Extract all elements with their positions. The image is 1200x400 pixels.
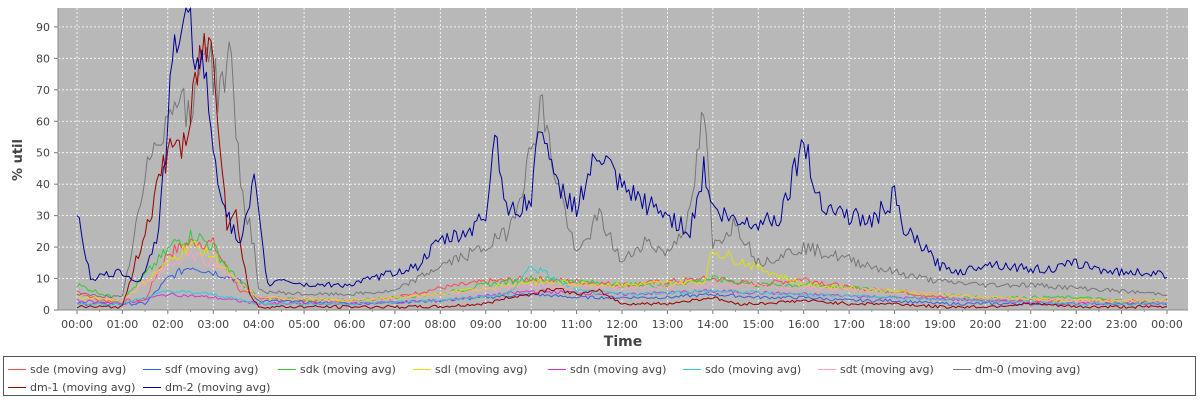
- y-tick-label: 40: [36, 178, 50, 191]
- legend-label: dm-0 (moving avg): [975, 362, 1081, 376]
- y-tick-label: 50: [36, 147, 50, 160]
- y-tick-label: 20: [36, 241, 50, 254]
- legend-entry-sde: sde (moving avg): [8, 360, 143, 378]
- y-tick-label: 10: [36, 273, 50, 286]
- grid: [58, 8, 1188, 311]
- x-tick-label: 17:00: [833, 318, 865, 331]
- legend-entry-sdk: sdk (moving avg): [278, 360, 413, 378]
- legend-swatch: [8, 368, 26, 370]
- legend-label: sdt (moving avg): [840, 362, 934, 376]
- legend-label: sdo (moving avg): [705, 362, 802, 376]
- y-tick-label: 60: [36, 115, 50, 128]
- y-tick-label: 80: [36, 52, 50, 65]
- legend-swatch: [278, 368, 296, 370]
- line-chart: 0 10 20 30 40 50 60 70 80 90 00:00 01:00 02:00 03:00 0…: [11, 7, 1188, 350]
- legend-entry-dm-0: dm-0 (moving avg): [953, 360, 1088, 378]
- x-tick-label: 10:00: [515, 318, 547, 331]
- legend-entry-sdn: sdn (moving avg): [548, 360, 683, 378]
- series-line-sdf: [76, 267, 1168, 306]
- series-line-sdo: [76, 265, 1168, 306]
- legend-swatch: [143, 386, 161, 388]
- series-line-dm-1: [76, 32, 1168, 309]
- legend-swatch: [548, 368, 566, 370]
- x-tick-label: 04:00: [243, 318, 275, 331]
- legend-swatch: [143, 368, 161, 370]
- y-tick-label: 90: [36, 21, 50, 34]
- legend-entry-sdo: sdo (moving avg): [683, 360, 818, 378]
- legend-label: dm-1 (moving avg): [30, 380, 136, 394]
- legend-entry-sdl: sdl (moving avg): [413, 360, 548, 378]
- x-tick-label: 00:00: [61, 318, 93, 331]
- series-line-dm-2: [76, 7, 1168, 288]
- x-tick-label: 16:00: [788, 318, 820, 331]
- y-tick-label: 0: [43, 304, 50, 317]
- legend-label: sde (moving avg): [30, 362, 127, 376]
- x-tick-label: 11:00: [561, 318, 593, 331]
- x-tick-label: 08:00: [424, 318, 456, 331]
- series-line-sdt: [76, 249, 1168, 303]
- axes: 0 10 20 30 40 50 60 70 80 90 00:00 01:00 02:00 03:00 0…: [36, 8, 1188, 331]
- x-tick-label: 03:00: [197, 318, 229, 331]
- legend-swatch: [8, 386, 26, 388]
- x-tick-label: 01:00: [107, 318, 139, 331]
- series-line-dm-0: [76, 41, 1168, 299]
- x-tick-label: 20:00: [969, 318, 1001, 331]
- x-tick-label: 09:00: [470, 318, 502, 331]
- series-group: [76, 7, 1168, 309]
- y-tick-label: 70: [36, 84, 50, 97]
- legend-entry-sdt: sdt (moving avg): [818, 360, 953, 378]
- legend: sde (moving avg) sdf (moving avg) sdk (mov…: [3, 356, 1196, 396]
- legend-label: sdl (moving avg): [435, 362, 528, 376]
- x-tick-label: 13:00: [652, 318, 684, 331]
- x-tick-label: 22:00: [1060, 318, 1092, 331]
- legend-swatch: [683, 368, 701, 370]
- legend-entry-dm-2: dm-2 (moving avg): [143, 378, 278, 396]
- x-tick-label: 15:00: [742, 318, 774, 331]
- legend-entry-sdf: sdf (moving avg): [143, 360, 278, 378]
- legend-label: sdf (moving avg): [165, 362, 259, 376]
- legend-swatch: [818, 368, 836, 370]
- x-axis-label: Time: [604, 334, 642, 350]
- x-tick-label: 21:00: [1015, 318, 1047, 331]
- x-tick-label: 07:00: [379, 318, 411, 331]
- y-axis-label: % util: [11, 139, 26, 181]
- x-tick-label: 23:00: [1106, 318, 1138, 331]
- legend-label: sdn (moving avg): [570, 362, 667, 376]
- x-tick-label: 05:00: [288, 318, 320, 331]
- x-tick-label: 02:00: [152, 318, 184, 331]
- legend-entry-dm-1: dm-1 (moving avg): [8, 378, 143, 396]
- x-tick-label: 19:00: [924, 318, 956, 331]
- legend-label: dm-2 (moving avg): [165, 380, 271, 394]
- x-tick-label: 14:00: [697, 318, 729, 331]
- legend-swatch: [413, 368, 431, 370]
- legend-swatch: [953, 368, 971, 370]
- x-tick-label: 06:00: [334, 318, 366, 331]
- x-tick-label: 18:00: [879, 318, 911, 331]
- x-tick-label: 12:00: [606, 318, 638, 331]
- y-tick-label: 30: [36, 210, 50, 223]
- legend-label: sdk (moving avg): [300, 362, 396, 376]
- x-tick-label: 00:00: [1151, 318, 1183, 331]
